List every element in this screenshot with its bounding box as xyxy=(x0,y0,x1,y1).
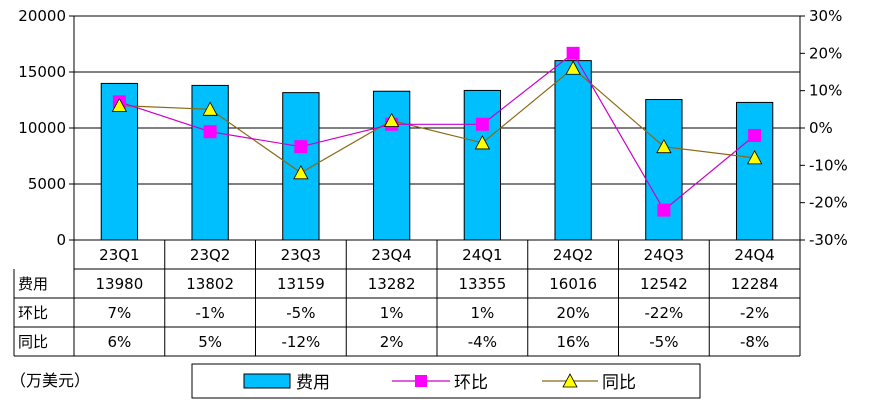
table-cell: 2% xyxy=(380,333,404,351)
left-axis-tick-label: 10000 xyxy=(18,119,66,137)
table-cell: 12542 xyxy=(640,275,688,293)
left-axis-tick-label: 15000 xyxy=(18,63,66,81)
table-row-label: 环比 xyxy=(18,304,48,322)
legend-label-mom: 环比 xyxy=(454,373,488,393)
table-cell: 13355 xyxy=(459,275,507,293)
mom-series-line xyxy=(119,52,755,212)
table-cell: 16016 xyxy=(549,275,597,293)
table-cell: 16% xyxy=(556,333,589,351)
table-cell: 6% xyxy=(107,333,131,351)
table-cell: 12284 xyxy=(731,275,779,293)
bar-24Q2 xyxy=(554,60,592,241)
mom-point-23Q2 xyxy=(203,125,217,139)
right-axis-tick-label: -10% xyxy=(809,156,848,174)
table-cell: -5% xyxy=(286,304,315,322)
yoy-point-24Q4 xyxy=(746,150,763,165)
yoy-point-23Q2 xyxy=(202,101,218,116)
mom-point-24Q1 xyxy=(475,117,489,131)
category-label: 23Q3 xyxy=(281,246,321,264)
unit-label: （万美元） xyxy=(10,371,90,390)
category-label: 23Q1 xyxy=(99,246,139,264)
bar-24Q3 xyxy=(645,99,683,241)
mom-point-24Q4 xyxy=(748,128,762,142)
table-cell: -22% xyxy=(644,304,683,322)
mom-point-23Q3 xyxy=(294,140,308,154)
bar-24Q1 xyxy=(463,89,502,241)
right-axis-tick-label: 30% xyxy=(809,7,842,25)
yoy-series-line xyxy=(119,67,755,174)
table-cell: -2% xyxy=(740,304,769,322)
yoy-point-23Q1 xyxy=(111,97,128,112)
category-label: 23Q2 xyxy=(190,246,230,264)
yoy-point-24Q3 xyxy=(656,138,672,154)
legend-label-yoy: 同比 xyxy=(602,373,636,393)
table-cell: 1% xyxy=(470,304,494,322)
mom-point-24Q3 xyxy=(657,203,671,217)
left-axis-tick-label: 5000 xyxy=(28,175,66,193)
data-table: 23Q1 23Q2 23Q3 23Q4 24Q1 24Q2 24Q3 24Q4 费用 13980 1… xyxy=(13,240,801,357)
table-cell: 5% xyxy=(198,333,222,351)
legend-label-expense: 费用 xyxy=(296,373,330,393)
category-label: 23Q4 xyxy=(371,246,411,264)
yoy-point-23Q4 xyxy=(383,112,400,127)
right-axis-tick-label: 20% xyxy=(809,44,842,62)
table-cell: 20% xyxy=(556,304,589,322)
table-cell: -5% xyxy=(649,333,678,351)
table-row-label: 费用 xyxy=(18,275,48,293)
legend-swatch-bar xyxy=(243,373,291,389)
table-cell: -1% xyxy=(196,304,225,322)
bar-24Q4 xyxy=(735,101,774,241)
plot-area: 0 5000 10000 15000 20000 -30% -20% -10% 0% 10% 20%… xyxy=(18,7,847,249)
category-label: 24Q2 xyxy=(553,246,593,264)
table-cell: 1% xyxy=(380,304,404,322)
left-axis-tick-label: 20000 xyxy=(18,7,66,25)
legend-marker-mom xyxy=(415,375,427,387)
left-axis-tick-label: 0 xyxy=(56,231,66,249)
table-cell: 13159 xyxy=(277,275,325,293)
yoy-point-24Q2 xyxy=(565,60,581,75)
table-cell: -4% xyxy=(468,333,497,351)
yoy-point-24Q1 xyxy=(474,135,491,150)
table-row-label: 同比 xyxy=(18,333,48,351)
table-cell: 13802 xyxy=(186,275,234,293)
mom-point-24Q2 xyxy=(566,46,580,60)
right-axis-tick-label: 0% xyxy=(809,119,833,137)
category-label: 24Q3 xyxy=(644,246,684,264)
right-axis-tick-label: -20% xyxy=(809,194,848,212)
yoy-point-23Q3 xyxy=(293,164,309,180)
right-axis-tick-label: -30% xyxy=(809,231,848,249)
table-cell: 13282 xyxy=(368,275,416,293)
legend-marker-yoy xyxy=(562,373,578,388)
legend: （万美元） 费用 环比 同比 xyxy=(10,363,701,399)
right-axis-tick-label: 10% xyxy=(809,82,842,100)
category-label: 24Q1 xyxy=(462,246,502,264)
category-label: 24Q4 xyxy=(734,246,774,264)
table-cell: -12% xyxy=(281,333,320,351)
table-cell: 13980 xyxy=(96,275,144,293)
table-cell: 7% xyxy=(107,304,131,322)
table-cell: -8% xyxy=(740,333,769,351)
